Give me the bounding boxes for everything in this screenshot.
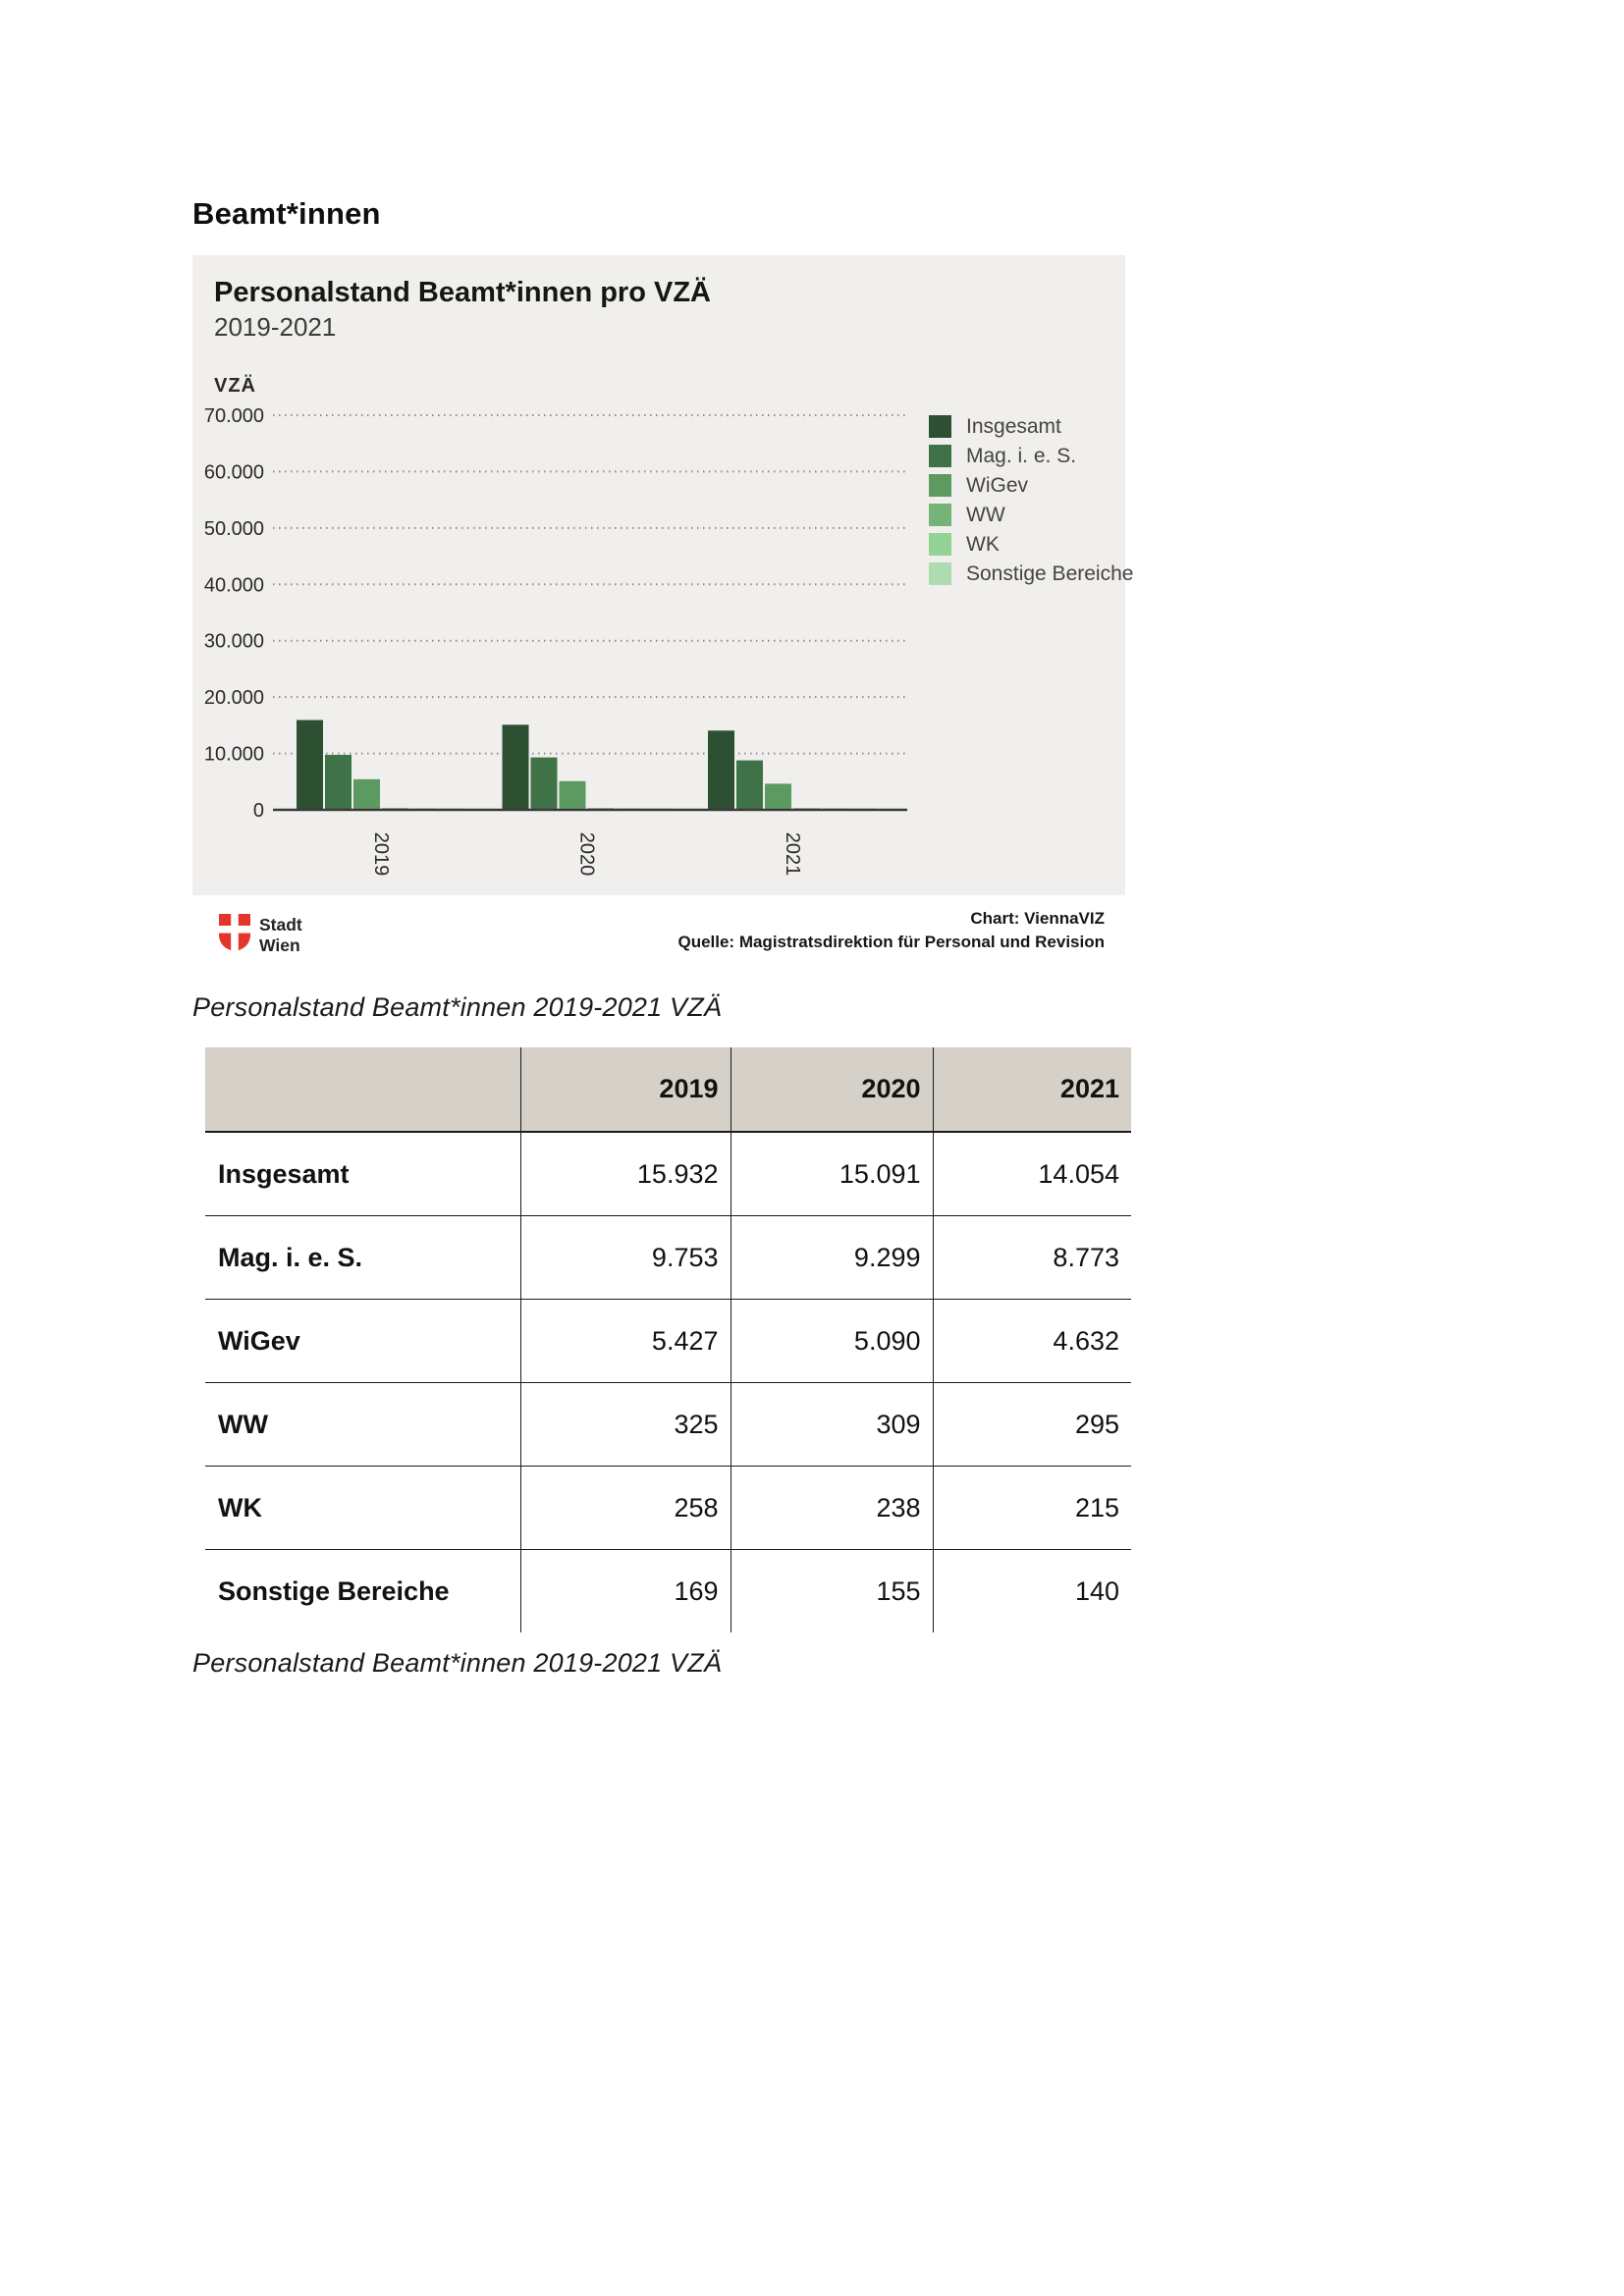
row-value: 9.753: [519, 1215, 731, 1300]
table-body: Insgesamt 15.932 15.091 14.054 Mag. i. e. S.…: [205, 1132, 1131, 1632]
legend-swatch-icon: [929, 562, 951, 585]
row-value: 169: [519, 1549, 731, 1632]
legend-item: WK: [929, 533, 1133, 556]
y-tick-label: 20.000: [204, 687, 264, 709]
logo-text-line2: Wien: [259, 935, 300, 955]
legend-item: Mag. i. e. S.: [929, 445, 1133, 467]
bar-2020-mag-i-e-s-: [530, 757, 558, 810]
legend-label: WW: [966, 504, 1005, 526]
chart-card: 70.000 60.000 50.000 40.000 30.000 20.000 10.0…: [192, 255, 1133, 895]
row-value: 15.091: [730, 1132, 933, 1216]
chart-source-line: Quelle: Magistratsdirektion für Personal…: [677, 933, 1105, 951]
legend-swatch-icon: [929, 415, 951, 438]
y-tick-label: 30.000: [204, 631, 264, 653]
row-value: 8.773: [932, 1215, 1131, 1300]
row-value: 5.090: [730, 1299, 933, 1383]
stadt-wien-logo: Stadt Wien: [218, 913, 434, 962]
table-row: Mag. i. e. S. 9.753 9.299 8.773: [205, 1215, 1131, 1300]
bar-2019-insgesamt: [297, 720, 323, 810]
y-tick-label: 40.000: [204, 574, 264, 596]
caption-below-table: Personalstand Beamt*innen 2019-2021 VZÄ: [192, 1648, 723, 1678]
row-value: 155: [730, 1549, 933, 1632]
row-value: 14.054: [932, 1132, 1131, 1216]
row-label: WW: [205, 1382, 520, 1467]
row-label: WK: [205, 1466, 520, 1550]
row-value: 309: [730, 1382, 933, 1467]
legend-label: Mag. i. e. S.: [966, 445, 1077, 467]
row-value: 140: [932, 1549, 1131, 1632]
logo-text-line1: Stadt: [259, 915, 302, 934]
row-value: 325: [519, 1382, 731, 1467]
bar-2020-insgesamt: [502, 724, 529, 810]
row-label: Mag. i. e. S.: [205, 1215, 520, 1300]
chart-credit-line: Chart: ViennaVIZ: [970, 909, 1105, 928]
y-axis-title: VZÄ: [214, 375, 256, 397]
chart-source: Chart: ViennaVIZ Quelle: Magistratsdirek…: [589, 907, 1105, 954]
legend-item: Insgesamt: [929, 415, 1133, 438]
legend-label: WK: [966, 533, 1000, 556]
chart-legend: Insgesamt Mag. i. e. S. WiGev WW WK Sonstige …: [929, 415, 1133, 592]
bar-2019-wigev: [353, 778, 380, 810]
chart-subtitle: 2019-2021: [214, 312, 337, 342]
bar-2020-wigev: [559, 780, 586, 810]
legend-swatch-icon: [929, 445, 951, 467]
legend-swatch-icon: [929, 474, 951, 497]
row-label: WiGev: [205, 1299, 520, 1383]
data-table: 2019 2020 2021 Insgesamt 15.932 15.091 14.054…: [205, 1047, 1131, 1632]
x-tick-label-2019: 2019: [370, 832, 392, 877]
column-header-empty: [205, 1047, 520, 1133]
table-row: WW 325 309 295: [205, 1382, 1131, 1467]
legend-swatch-icon: [929, 504, 951, 526]
y-tick-label: 50.000: [204, 518, 264, 540]
row-value: 215: [932, 1466, 1131, 1550]
x-tick-label-2021: 2021: [782, 832, 803, 877]
legend-label: Insgesamt: [966, 415, 1061, 438]
caption-above-table: Personalstand Beamt*innen 2019-2021 VZÄ: [192, 992, 723, 1022]
bar-2021-wigev: [765, 783, 791, 810]
row-label: Sonstige Bereiche: [218, 1575, 450, 1606]
legend-item: WiGev: [929, 474, 1133, 497]
logo-text: Stadt Wien: [259, 913, 302, 956]
row-value: 9.299: [730, 1215, 933, 1300]
chart-title: Personalstand Beamt*innen pro VZÄ: [214, 277, 711, 308]
column-header-2021: 2021: [932, 1047, 1131, 1133]
y-tick-label: 0: [253, 800, 264, 822]
column-header-2020: 2020: [730, 1047, 933, 1133]
bar-2021-mag-i-e-s-: [736, 760, 763, 810]
legend-item: Sonstige Bereiche: [929, 562, 1133, 585]
table-row: Sonstige Bereiche 169 155 140: [205, 1549, 1131, 1632]
legend-label: Sonstige Bereiche: [966, 562, 1134, 585]
row-value: 238: [730, 1466, 933, 1550]
wien-shield-icon: [219, 914, 250, 951]
y-tick-label: 60.000: [204, 461, 264, 483]
row-value: 5.427: [519, 1299, 731, 1383]
legend-swatch-icon: [929, 533, 951, 556]
table-row: WiGev 5.427 5.090 4.632: [205, 1299, 1131, 1383]
y-tick-label: 70.000: [204, 405, 264, 427]
page-title: Beamt*innen: [192, 196, 381, 231]
table-header: 2019 2020 2021: [205, 1047, 1131, 1133]
bar-2019-mag-i-e-s-: [325, 754, 352, 810]
table-row: Insgesamt 15.932 15.091 14.054: [205, 1132, 1131, 1216]
row-value: 15.932: [519, 1132, 731, 1216]
row-value: 4.632: [932, 1299, 1131, 1383]
legend-label: WiGev: [966, 474, 1028, 497]
table-header-row: 2019 2020 2021: [205, 1047, 1131, 1133]
x-tick-label-2020: 2020: [576, 832, 598, 877]
y-tick-label: 10.000: [204, 744, 264, 766]
table-row: WK 258 238 215: [205, 1466, 1131, 1550]
row-value: 258: [519, 1466, 731, 1550]
legend-item: WW: [929, 504, 1133, 526]
row-label: Insgesamt: [205, 1132, 520, 1216]
column-header-2019: 2019: [519, 1047, 731, 1133]
bar-chart-canvas: 70.000 60.000 50.000 40.000 30.000 20.000 10.0…: [204, 405, 907, 877]
bar-2021-insgesamt: [708, 730, 734, 810]
row-value: 295: [932, 1382, 1131, 1467]
